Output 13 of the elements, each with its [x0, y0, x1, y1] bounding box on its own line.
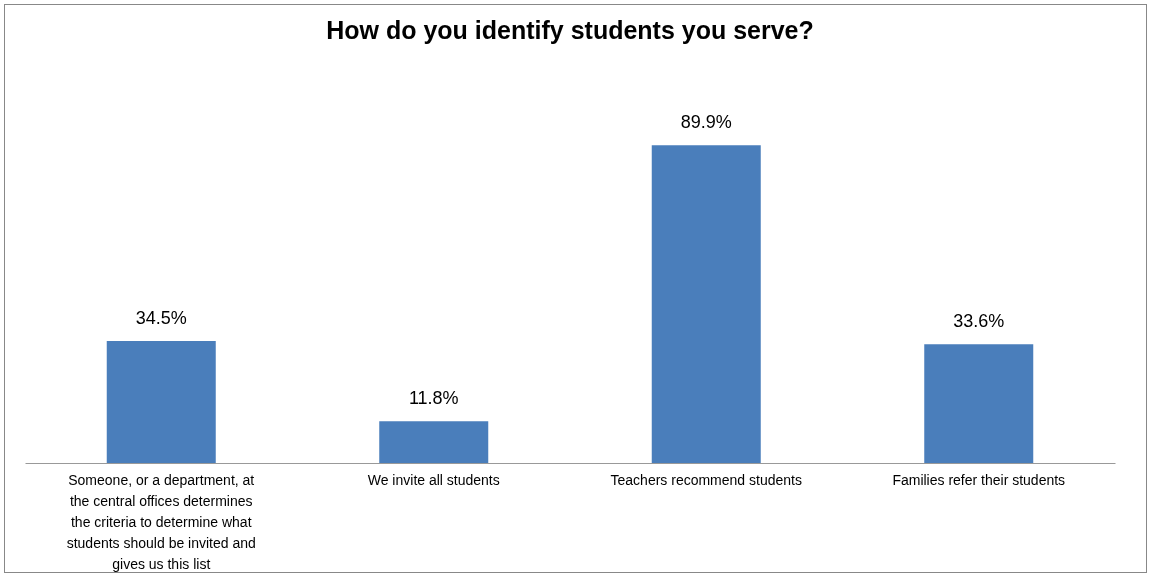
data-label: 89.9%: [680, 112, 732, 133]
x-tick-label: We invite all students: [367, 471, 500, 488]
x-tick-label: Teachers recommend students: [610, 471, 802, 488]
x-tick-label: Someone, or a department, at the central offices determines the criteria to determine what students should be invited and gives us this list: [66, 471, 256, 572]
bar: [379, 421, 489, 463]
chart-title: How do you identify students you serve?: [326, 16, 814, 45]
data-label: 11.8%: [408, 388, 459, 409]
data-label: 34.5%: [135, 308, 187, 329]
x-tick-label: Families refer their students: [892, 471, 1066, 488]
bar: [651, 145, 761, 463]
bar: [924, 344, 1034, 463]
bar: [106, 341, 216, 463]
data-label: 33.6%: [953, 311, 1005, 332]
